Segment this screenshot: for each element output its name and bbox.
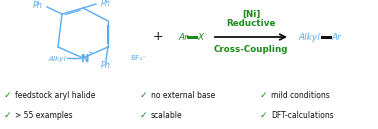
Text: ✓: ✓ — [4, 111, 11, 119]
Text: Reductive: Reductive — [226, 19, 276, 29]
Text: BF₄⁻: BF₄⁻ — [130, 55, 146, 61]
Text: Ar: Ar — [331, 33, 341, 42]
Text: +: + — [87, 50, 93, 56]
Text: DFT-calculations: DFT-calculations — [271, 111, 334, 119]
Text: Ph: Ph — [33, 1, 43, 10]
Text: Ar: Ar — [178, 33, 188, 42]
Text: no external base: no external base — [151, 91, 215, 99]
Text: +: + — [153, 30, 163, 43]
Text: feedstock aryl halide: feedstock aryl halide — [15, 91, 95, 99]
Text: Ph: Ph — [101, 61, 111, 70]
Text: Alkyl: Alkyl — [48, 56, 66, 62]
Text: N: N — [80, 54, 88, 64]
Text: Alkyl: Alkyl — [298, 33, 320, 42]
Text: ✓: ✓ — [260, 91, 268, 99]
Text: Cross-Coupling: Cross-Coupling — [214, 46, 288, 54]
Text: X: X — [197, 33, 203, 42]
Text: > 55 examples: > 55 examples — [15, 111, 73, 119]
Text: [Ni]: [Ni] — [242, 10, 260, 18]
Text: ✓: ✓ — [140, 111, 147, 119]
Text: ✓: ✓ — [260, 111, 268, 119]
Text: Ph: Ph — [101, 0, 111, 7]
Text: scalable: scalable — [151, 111, 183, 119]
Text: ✓: ✓ — [4, 91, 11, 99]
Text: ✓: ✓ — [140, 91, 147, 99]
Text: mild conditions: mild conditions — [271, 91, 330, 99]
